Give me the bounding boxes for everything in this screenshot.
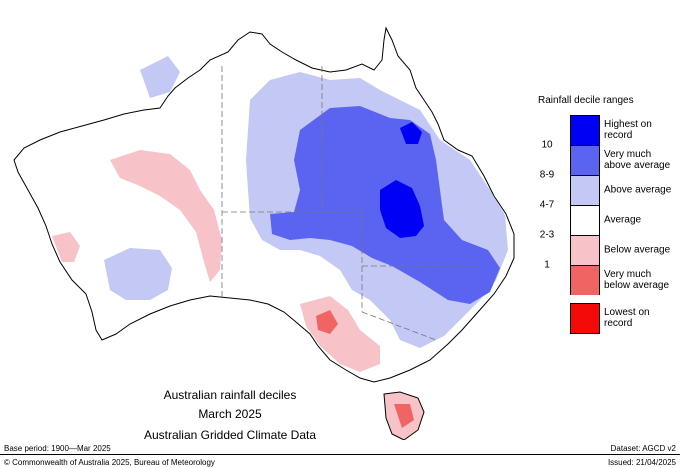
legend-swatch-below [570,235,600,265]
tasmania-very-much-below [394,404,414,428]
highest-on-record-north [400,122,422,144]
caption-title: Australian rainfall deciles [163,388,297,402]
legend-row-highest: Highest on record [532,115,680,145]
legend-label-very-much-below: Very much below average [604,269,670,291]
caption-source: Australian Gridded Climate Data [143,428,317,442]
below-average-sw [52,232,80,262]
highest-on-record-region [380,180,424,238]
legend-swatch-average [570,205,600,235]
legend-swatch-above [570,175,600,205]
legend-bottom-edge [570,333,600,334]
legend-range: 2-3 [539,229,555,241]
legend-range: 8-9 [539,169,555,181]
legend-label-average: Average [604,214,642,226]
legend-label-very-much-above: Very much above average [604,149,671,171]
legend-range: 4-7 [539,199,555,211]
very-much-below-region [316,310,338,334]
legend-row-very-much-below: 1 Very much below average [532,260,680,295]
caption-period: March 2025 [198,407,262,421]
legend-row-above: 8-9 Above average [532,170,680,205]
footer-divider [0,454,680,455]
legend-swatch-very-much-above [570,145,600,175]
legend-swatch-very-much-below [570,265,600,295]
issued-date: Issued: 21/04/2025 [607,458,676,467]
legend-label-highest: Highest on record [604,119,652,141]
above-average-nw [140,56,180,98]
state-borders [221,66,478,341]
legend-label-lowest: Lowest on record [604,307,650,329]
legend-row-below: 2-3 Below average [532,230,680,265]
legend-row-lowest: Lowest on record [532,303,680,333]
legend-range: 10 [541,139,553,151]
below-average-region [110,150,222,282]
legend-label-below: Below average [604,244,671,256]
legend-row-average: 4-7 Average [532,200,680,235]
copyright: © Commonwealth of Australia 2025, Bureau… [4,458,215,467]
legend-swatch-highest [570,115,600,145]
legend-swatch-lowest [570,303,600,333]
base-period: Base period: 1900—Mar 2025 [4,444,111,453]
above-average-west [104,248,172,300]
legend-title: Rainfall decile ranges [538,95,634,106]
australia-rainfall-map [13,26,515,440]
legend-label-above: Above average [604,184,672,196]
dataset-label: Dataset: AGCD v2 [610,444,676,453]
legend-range: 1 [544,259,550,271]
legend-row-very-much-above: 10 Very much above average [532,140,680,175]
